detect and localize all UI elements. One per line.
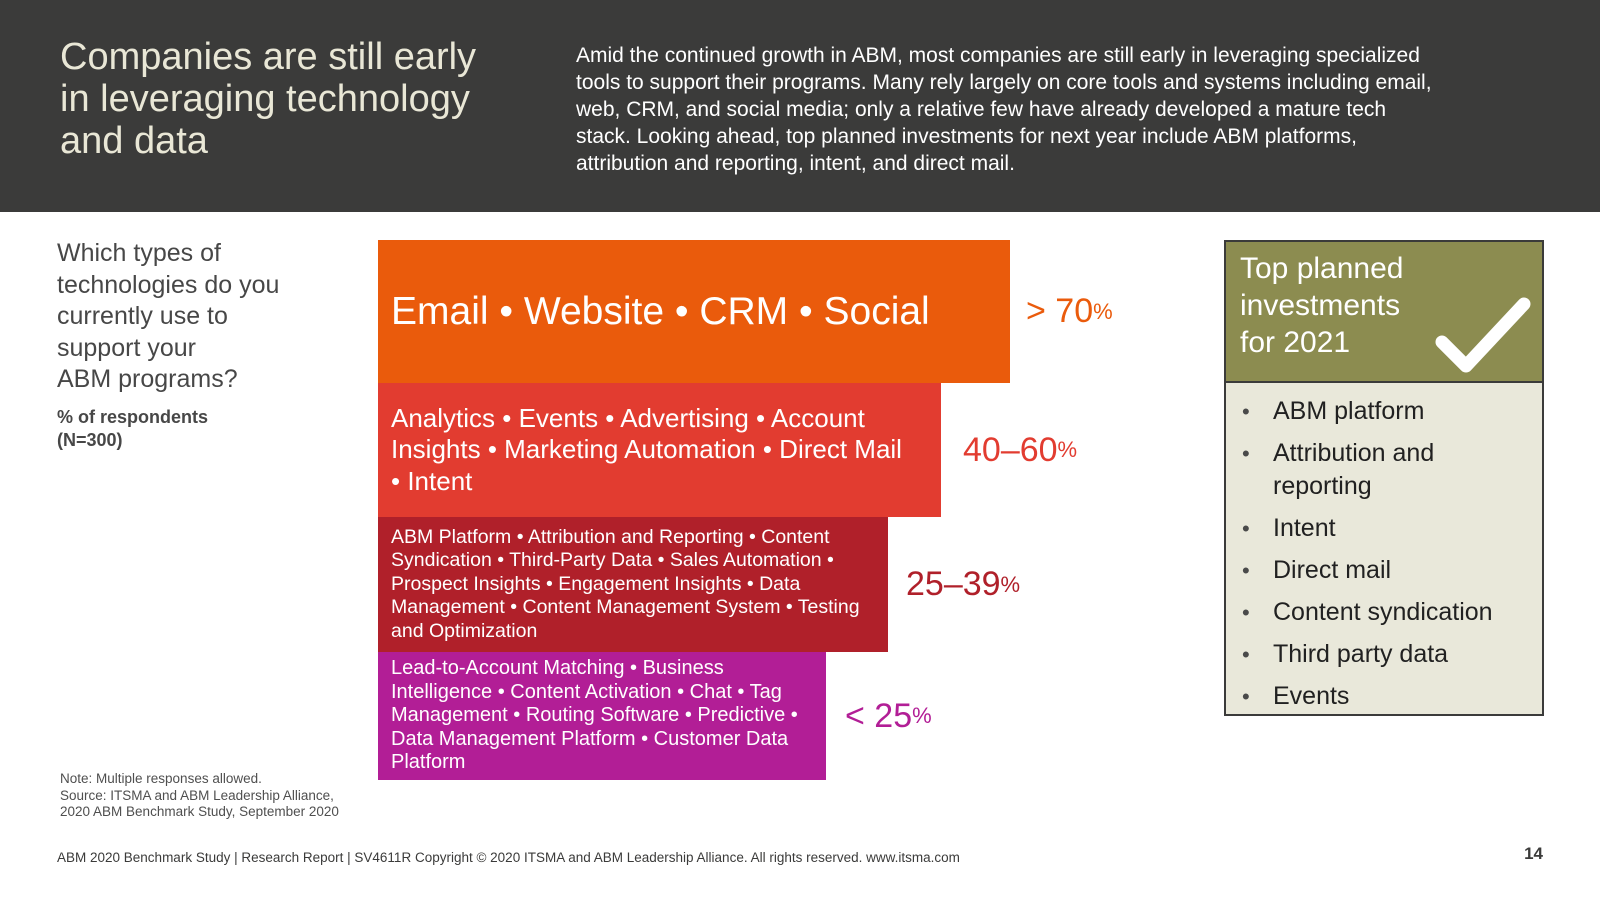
footer-text: ABM 2020 Benchmark Study | Research Repo…: [57, 850, 960, 865]
percent-sign: %: [912, 703, 932, 728]
usage-bar-lt25: Lead-to-Account Matching • Business Inte…: [378, 652, 826, 780]
usage-bar-40-60: Analytics • Events • Advertising • Accou…: [378, 383, 941, 517]
usage-pct-lt25: < 25%: [845, 652, 932, 780]
source-note: Note: Multiple responses allowed. Source…: [60, 771, 339, 819]
sidebar-title: Top planned investments for 2021: [1240, 252, 1404, 359]
usage-bar-gt70: Email • Website • CRM • Social: [378, 240, 1010, 383]
usage-bar-40-60-label: Analytics • Events • Advertising • Accou…: [391, 402, 902, 496]
sidebar-investments-list: ABM platform Attribution and reporting I…: [1226, 383, 1542, 713]
list-item: Direct mail: [1242, 554, 1530, 587]
survey-question-text: Which types of technologies do you curre…: [57, 239, 280, 393]
usage-pct-gt70: > 70%: [1026, 240, 1113, 383]
checkmark-icon: [1432, 295, 1532, 375]
usage-pct-lt25-value: < 25: [845, 696, 913, 735]
page-title: Companies are still early in leveraging …: [60, 36, 477, 162]
sidebar-top-investments: Top planned investments for 2021 ABM pla…: [1224, 240, 1544, 716]
usage-pct-25-39-value: 25–39: [906, 565, 1001, 603]
usage-bar-lt25-label: Lead-to-Account Matching • Business Inte…: [391, 657, 798, 774]
usage-pct-40-60-value: 40–60: [963, 430, 1058, 469]
percent-sign: %: [1093, 298, 1113, 324]
percent-sign: %: [1000, 571, 1021, 597]
page-number: 14: [1524, 844, 1543, 863]
usage-bar-25-39-label: ABM Platform • Attribution and Reporting…: [391, 525, 860, 642]
list-item: Third party data: [1242, 638, 1530, 671]
usage-pct-40-60: 40–60%: [963, 383, 1077, 517]
list-item: ABM platform: [1242, 395, 1530, 428]
survey-question: Which types of technologies do you curre…: [57, 238, 317, 452]
list-item: Events: [1242, 680, 1530, 713]
usage-pct-25-39: 25–39%: [906, 517, 1020, 652]
list-item: Attribution and reporting: [1242, 437, 1530, 503]
usage-pct-gt70-value: > 70: [1026, 292, 1094, 330]
sidebar-header: Top planned investments for 2021: [1226, 242, 1542, 383]
header-summary-paragraph: Amid the continued growth in ABM, most c…: [576, 44, 1432, 175]
list-item: Content syndication: [1242, 596, 1530, 629]
header-band: Companies are still early in leveraging …: [0, 0, 1600, 212]
list-item: Intent: [1242, 512, 1530, 545]
usage-bar-gt70-label: Email • Website • CRM • Social: [391, 289, 930, 333]
usage-bar-25-39: ABM Platform • Attribution and Reporting…: [378, 517, 888, 652]
respondents-note: % of respondents (N=300): [57, 406, 209, 450]
percent-sign: %: [1057, 437, 1078, 462]
